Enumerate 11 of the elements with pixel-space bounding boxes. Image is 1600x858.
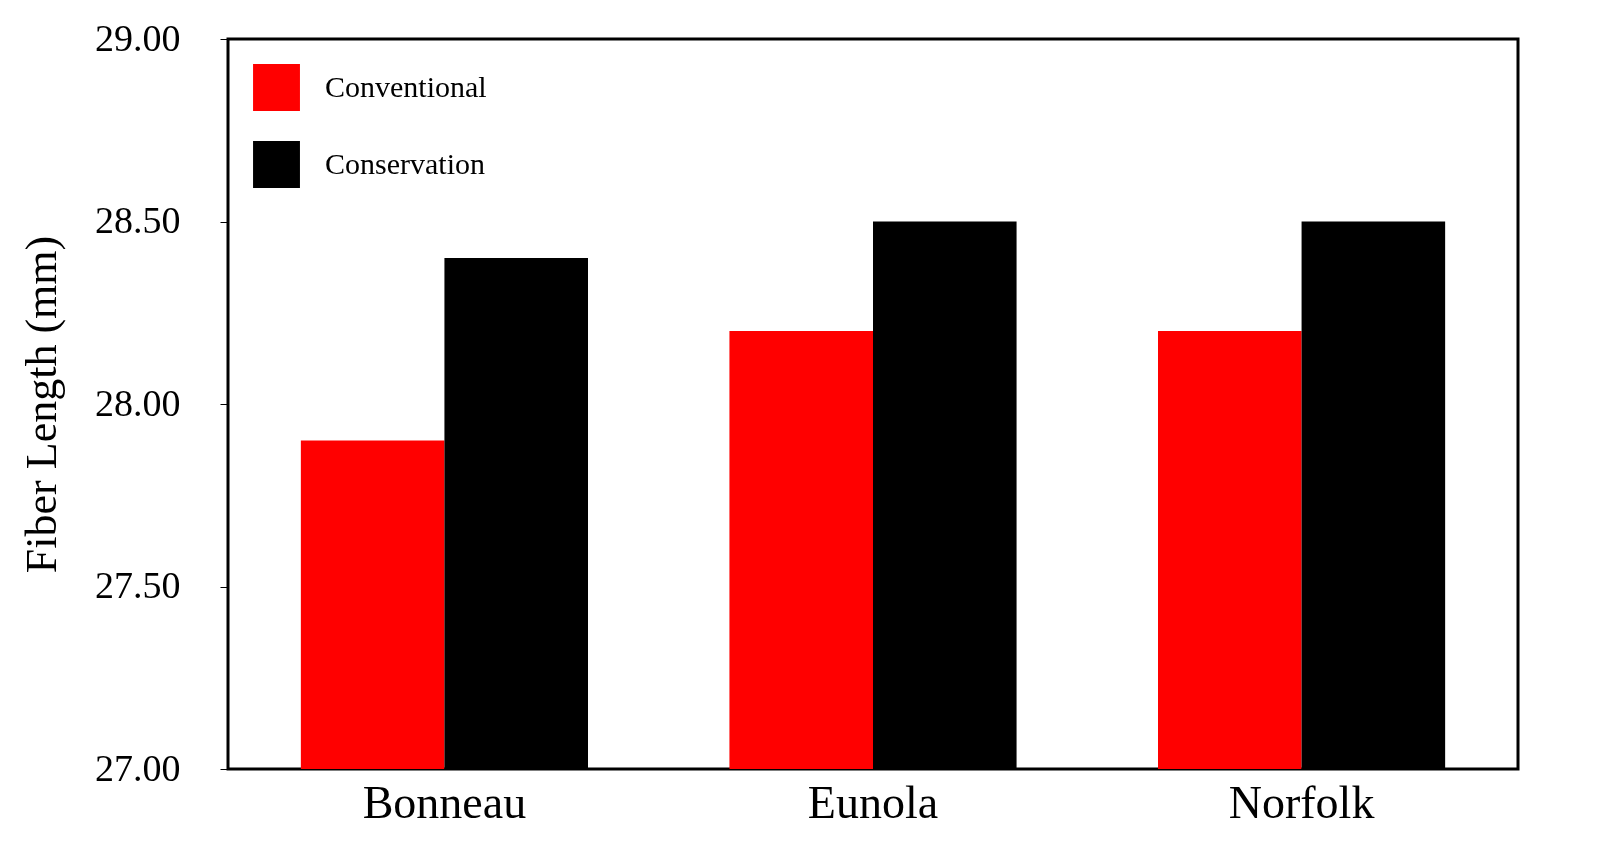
x-tick-label: Eunola <box>807 776 939 828</box>
y-tick-label: 27.50 <box>95 564 181 606</box>
y-tick-label: 29.00 <box>95 16 181 59</box>
legend-label: Conventional <box>325 69 487 103</box>
y-tick-label: 28.00 <box>95 381 181 424</box>
x-tick-label: Bonneau <box>362 776 527 828</box>
y-axis-title: Fiber Length (mm) <box>17 235 66 574</box>
x-tick-label: Norfolk <box>1228 776 1375 828</box>
y-tick-label: 28.50 <box>95 199 181 241</box>
legend-label: Conservation <box>325 146 485 180</box>
y-tick-label: 27.00 <box>95 746 181 789</box>
